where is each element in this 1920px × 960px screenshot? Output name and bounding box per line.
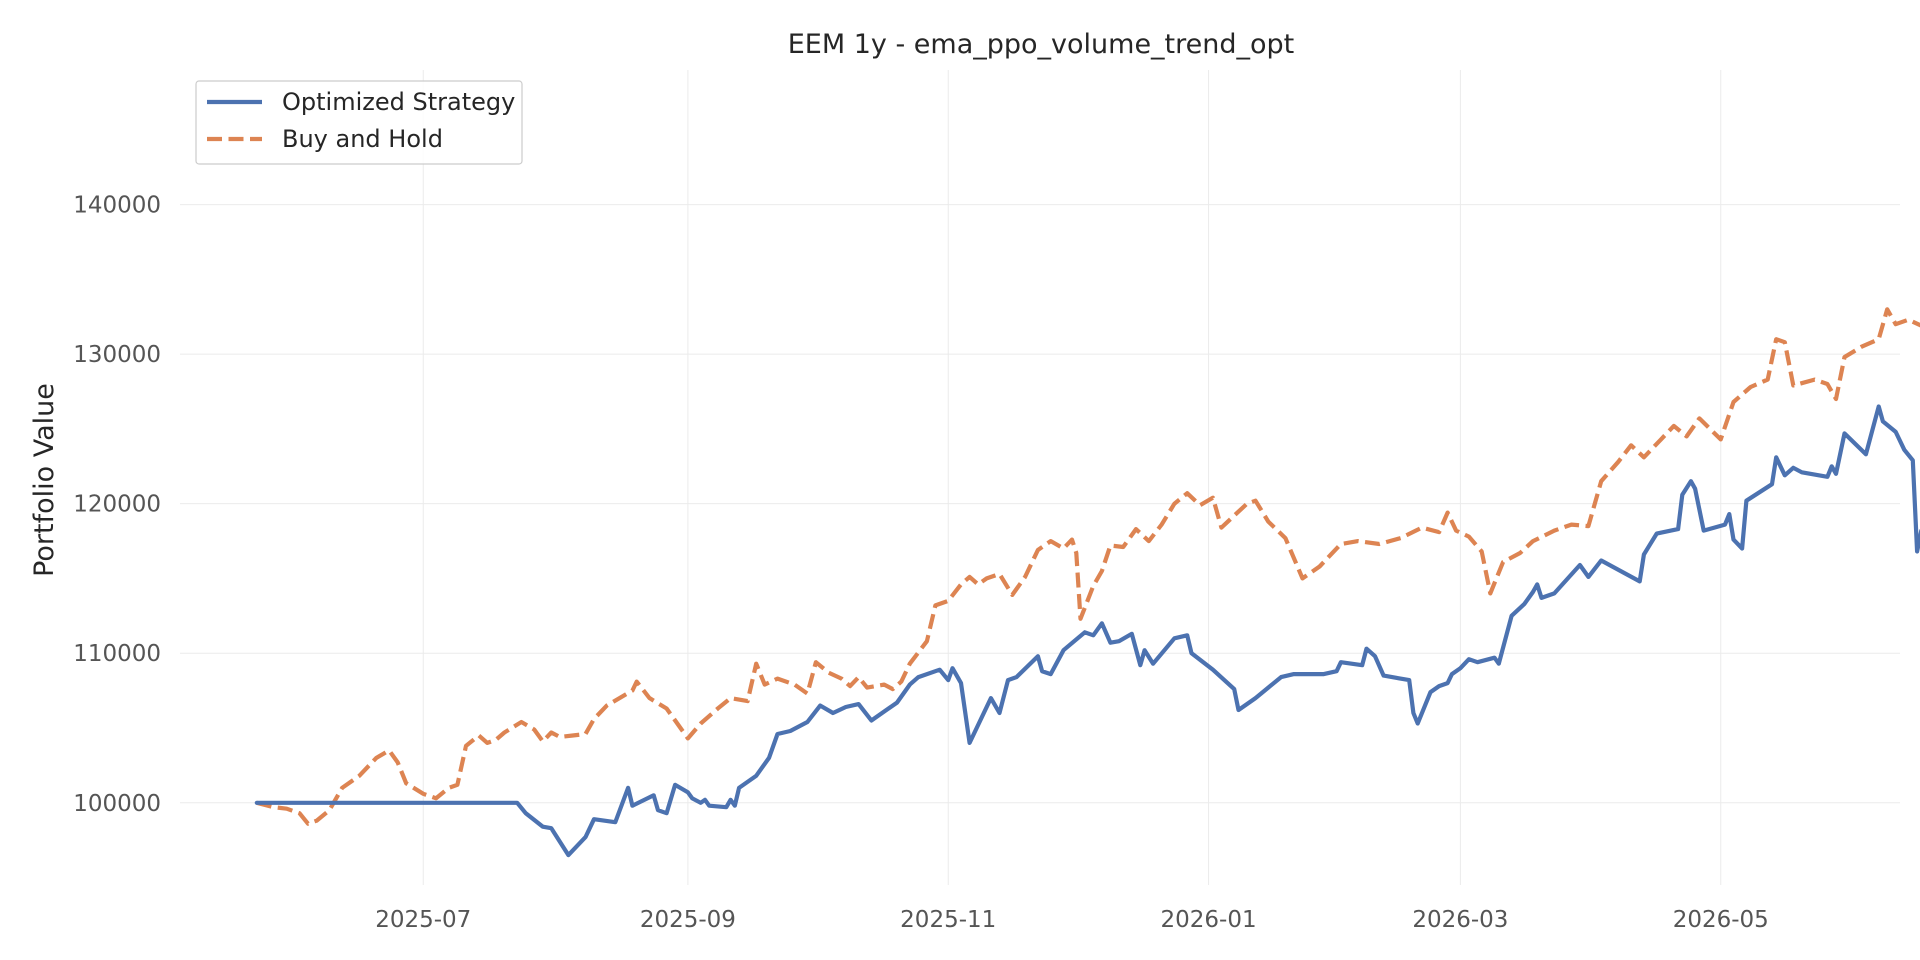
x-tick-label: 2025-11 (900, 907, 996, 933)
series-line-buy-and-hold (256, 307, 1920, 826)
grid-lines (180, 70, 1900, 885)
legend: Optimized Strategy Buy and Hold (195, 80, 523, 165)
x-tick-label: 2026-05 (1673, 907, 1769, 933)
y-tick-label: 110000 (73, 641, 161, 667)
x-tick-label: 2026-03 (1412, 907, 1508, 933)
y-tick-label: 120000 (73, 492, 161, 518)
legend-label: Optimized Strategy (282, 88, 515, 116)
legend-label: Buy and Hold (282, 125, 443, 153)
y-tick-label: 130000 (73, 342, 161, 368)
y-tick-label: 100000 (73, 791, 161, 817)
y-axis-label: Portfolio Value (29, 383, 60, 577)
x-tick-label: 2025-09 (640, 907, 736, 933)
y-tick-label: 140000 (73, 193, 161, 219)
axis-ticks: 100000 110000 120000 130000 140000 2025-07 202… (73, 193, 1769, 933)
legend-box (195, 80, 523, 165)
x-tick-label: 2026-01 (1161, 907, 1257, 933)
x-tick-label: 2025-07 (375, 907, 471, 933)
series-line-optimized-strategy (254, 404, 1920, 858)
chart-title: EEM 1y - ema_ppo_volume_trend_opt (788, 29, 1295, 60)
series-lines (254, 307, 1920, 858)
